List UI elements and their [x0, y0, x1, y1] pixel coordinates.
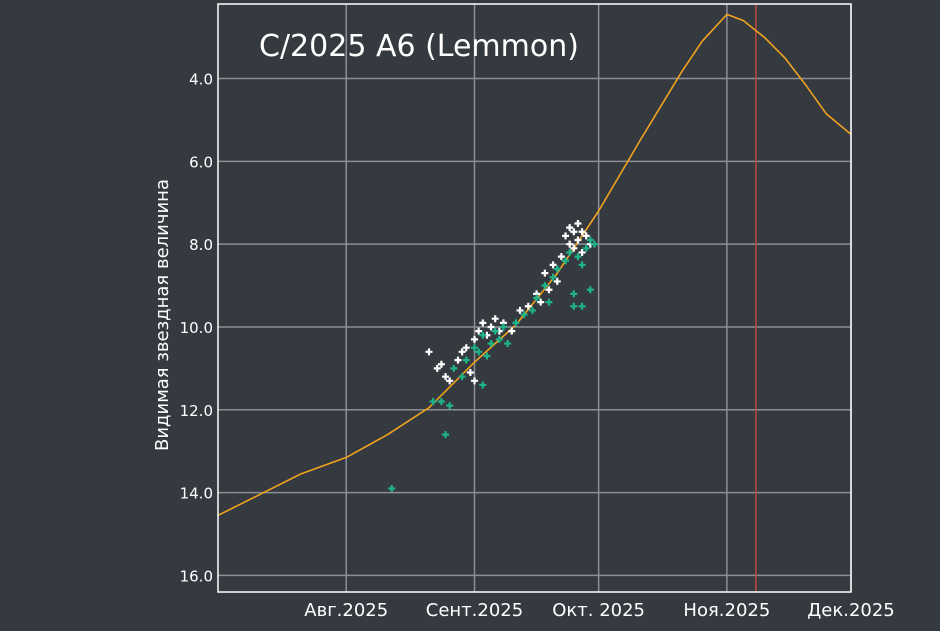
observation-point — [471, 344, 479, 352]
observation-point — [570, 302, 578, 310]
observation-point — [491, 327, 499, 335]
y-tick-label: 16.0 — [180, 567, 213, 585]
observation-point — [549, 261, 557, 269]
observation-point — [537, 298, 545, 306]
x-tick-label: Дек.2025 — [807, 600, 895, 621]
x-axis-ticks: Авг.2025 Сент.2025 Окт. 2025 Ноя.2025 Дек.20… — [304, 600, 894, 621]
observation-point — [483, 352, 491, 360]
observation-point — [520, 311, 528, 319]
observation-point — [582, 232, 590, 240]
observation-point — [566, 224, 574, 232]
observation-point — [454, 356, 462, 364]
observation-point — [466, 369, 474, 377]
observation-point — [582, 244, 590, 252]
observation-point — [533, 294, 541, 302]
observation-point — [491, 315, 499, 323]
observation-point — [570, 228, 578, 236]
observation-point — [508, 327, 516, 335]
observation-point — [479, 381, 487, 389]
observation-point — [450, 364, 458, 372]
y-axis-label: Видимая звездная величина — [152, 179, 173, 451]
x-tick-label: Сент.2025 — [426, 600, 523, 621]
observation-point — [553, 277, 561, 285]
y-tick-label: 10.0 — [180, 319, 213, 337]
observation-point — [471, 335, 479, 343]
observation-point — [475, 327, 483, 335]
observation-point — [578, 248, 586, 256]
observation-point — [425, 348, 433, 356]
observation-point — [437, 398, 445, 406]
observation-point — [545, 298, 553, 306]
magnitude-curve-layer — [217, 13, 852, 517]
x-tick-label: Окт. 2025 — [552, 600, 645, 621]
y-tick-label: 14.0 — [180, 485, 213, 503]
observation-point — [578, 302, 586, 310]
chart-title: C/2025 A6 (Lemmon) — [259, 29, 579, 64]
observation-point — [487, 323, 495, 331]
y-tick-label: 8.0 — [189, 236, 213, 254]
observations-layer — [388, 219, 598, 492]
observation-point — [495, 335, 503, 343]
y-axis-ticks: 4.0 6.0 8.0 10.0 12.0 14.0 16.0 — [180, 71, 213, 586]
observation-point — [578, 261, 586, 269]
observation-point — [475, 348, 483, 356]
magnitude-curve — [217, 13, 852, 517]
observation-point — [570, 290, 578, 298]
x-tick-label: Авг.2025 — [304, 600, 388, 621]
observation-point — [574, 253, 582, 261]
y-tick-label: 12.0 — [180, 402, 213, 420]
observation-point — [541, 269, 549, 277]
y-tick-label: 6.0 — [189, 153, 213, 171]
observation-point — [586, 286, 594, 294]
observation-point — [566, 240, 574, 248]
observation-point — [458, 373, 466, 381]
observation-point — [499, 323, 507, 331]
observation-point — [578, 228, 586, 236]
observation-point — [524, 302, 532, 310]
observation-point — [586, 236, 594, 244]
observation-point — [487, 340, 495, 348]
plot-frame — [217, 3, 852, 593]
observation-point — [462, 356, 470, 364]
observation-point — [566, 248, 574, 256]
observation-point — [512, 319, 520, 327]
observation-point — [388, 484, 396, 492]
observation-point — [516, 306, 524, 314]
observation-point — [504, 340, 512, 348]
observation-point — [541, 282, 549, 290]
observation-point — [545, 286, 553, 294]
observation-point — [570, 244, 578, 252]
observation-point — [528, 306, 536, 314]
observation-point — [549, 273, 557, 281]
observation-point — [446, 377, 454, 385]
observation-point — [553, 265, 561, 273]
observation-point — [574, 219, 582, 227]
x-tick-label: Ноя.2025 — [683, 600, 770, 621]
observation-point — [442, 431, 450, 439]
observation-point — [574, 236, 582, 244]
observation-point — [590, 240, 598, 248]
observation-point — [429, 398, 437, 406]
y-tick-label: 4.0 — [189, 71, 213, 89]
observation-point — [471, 377, 479, 385]
observation-point — [462, 344, 470, 352]
observation-point — [433, 364, 441, 372]
observation-point — [458, 348, 466, 356]
observation-point — [442, 373, 450, 381]
observation-point — [479, 319, 487, 327]
observation-point — [479, 331, 487, 339]
observation-point — [562, 232, 570, 240]
observation-point — [562, 257, 570, 265]
observation-point — [446, 402, 454, 410]
observation-point — [557, 253, 565, 261]
observation-point — [437, 360, 445, 368]
